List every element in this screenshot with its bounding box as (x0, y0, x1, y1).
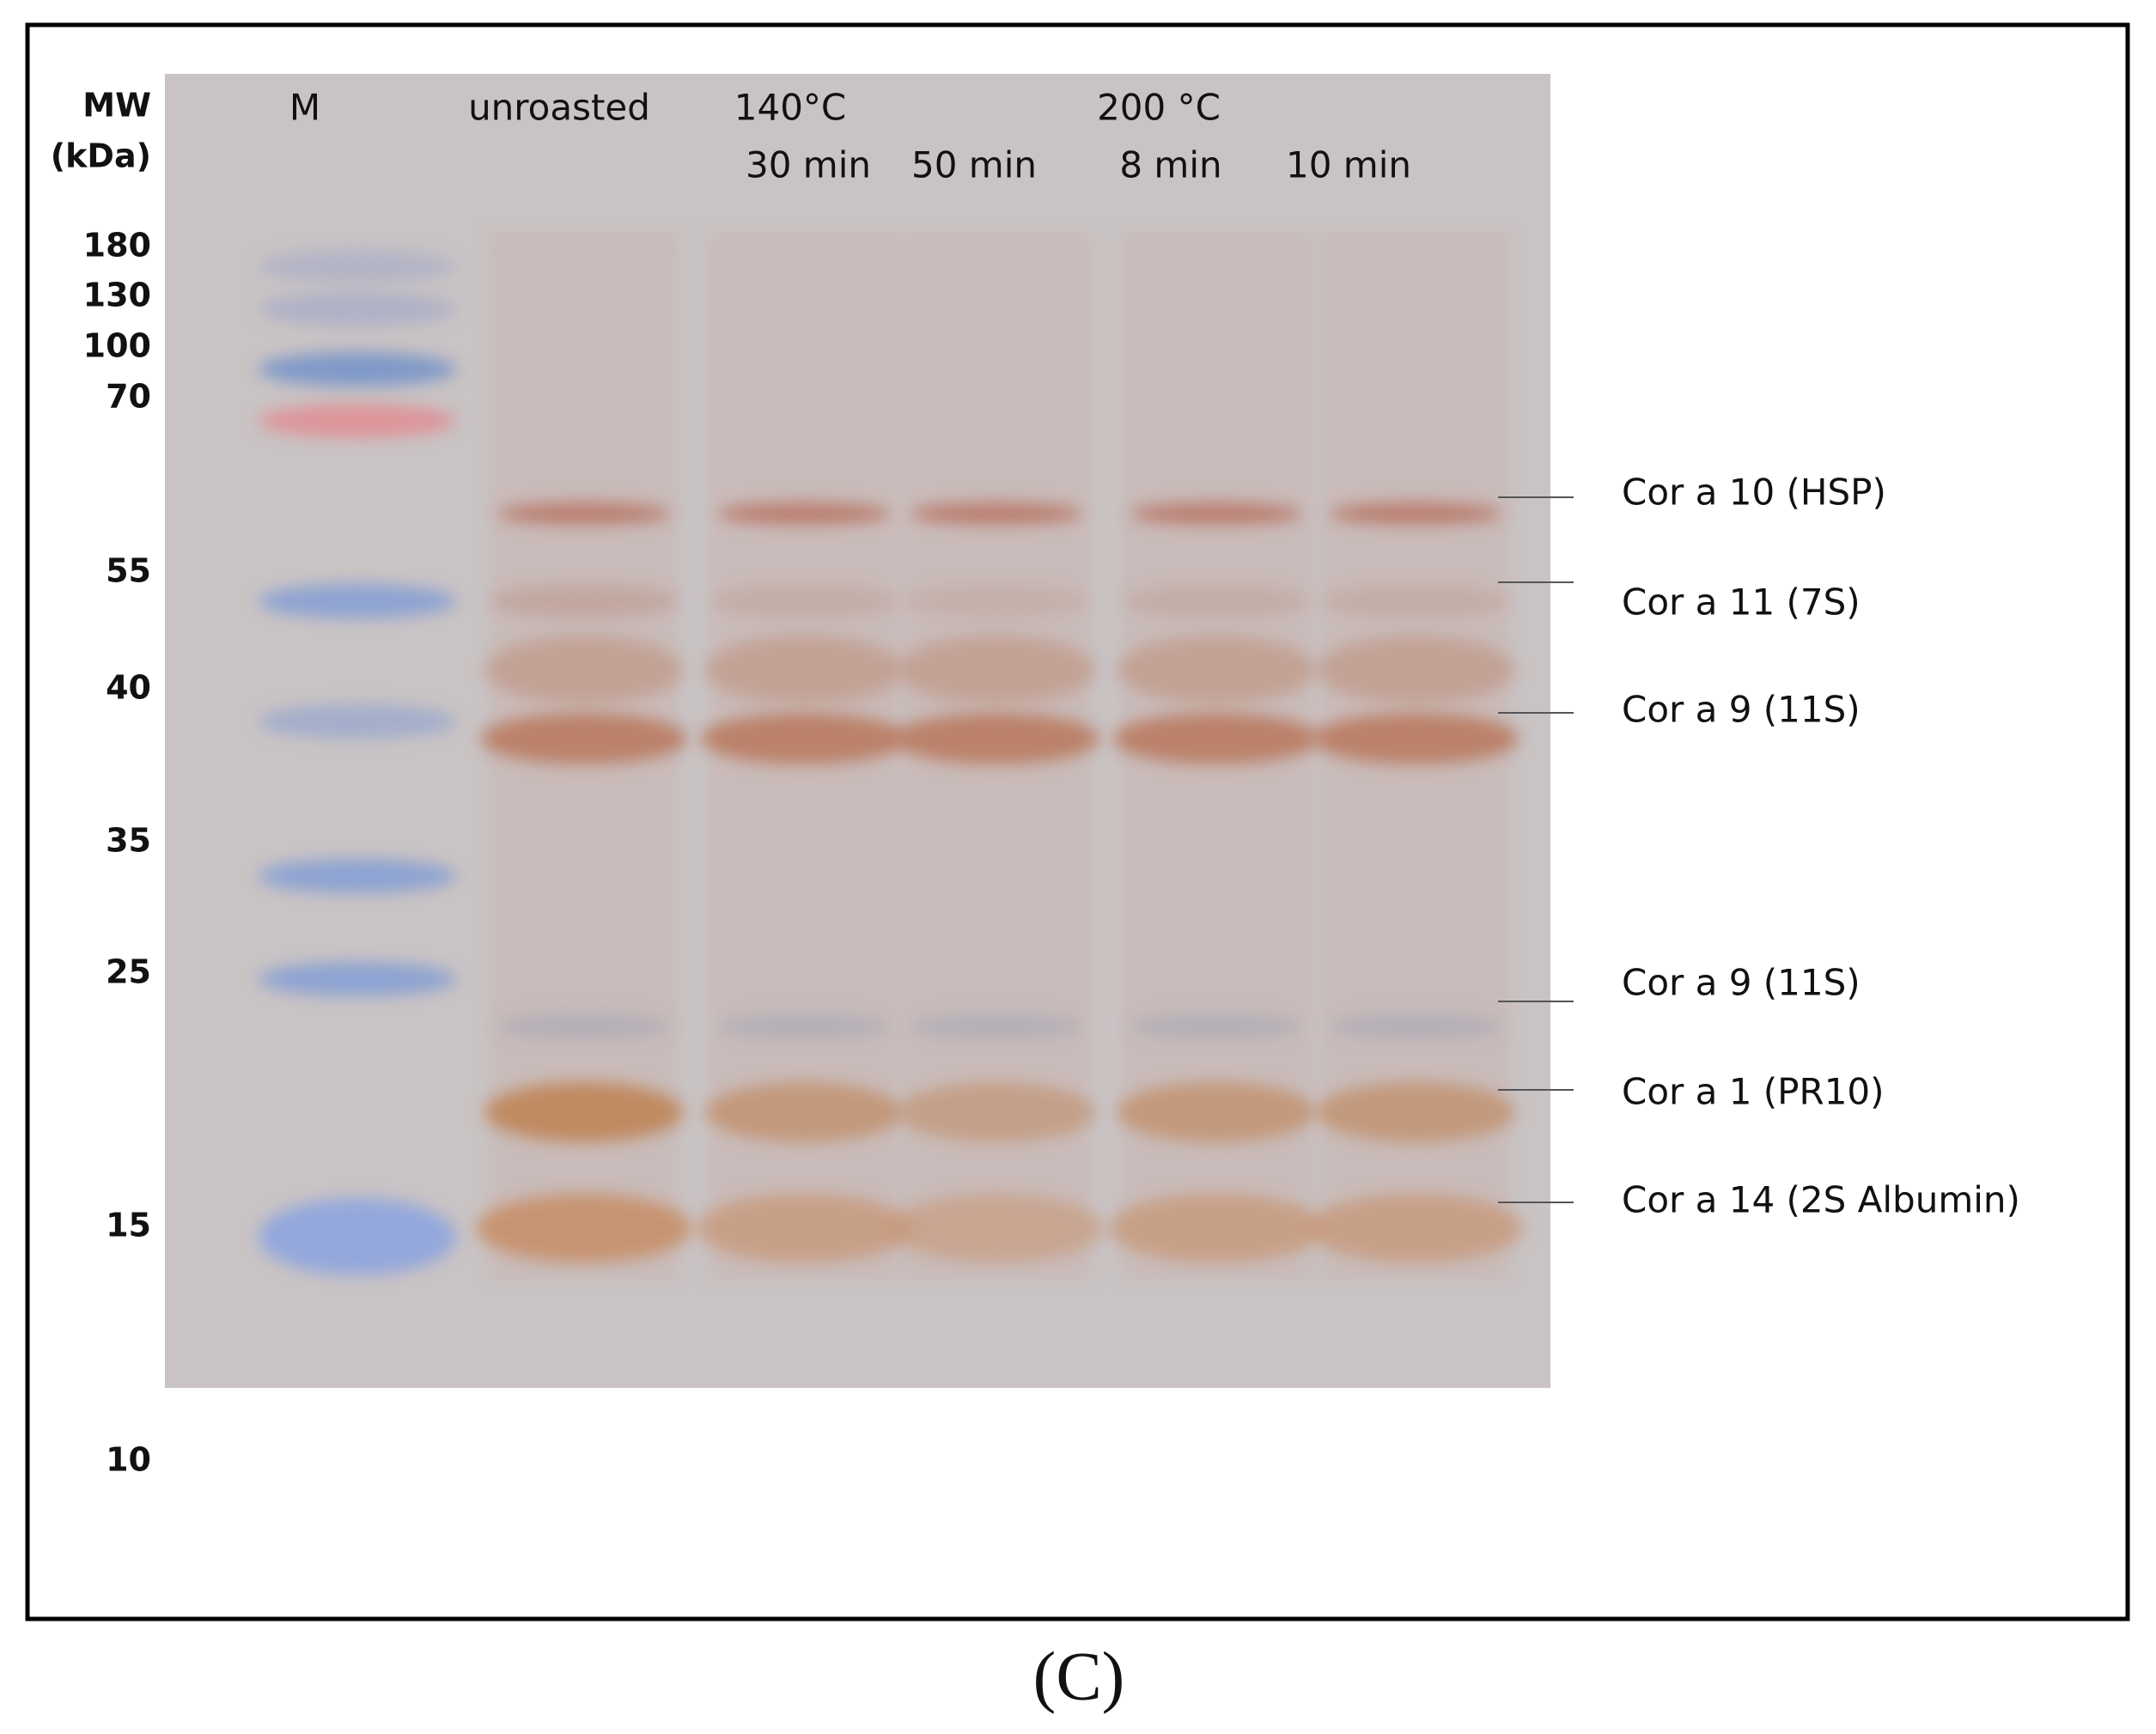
lane-header: 30 min (746, 144, 871, 186)
gel-band (1308, 1194, 1523, 1262)
gel-band (485, 636, 683, 704)
gel-band (1312, 713, 1519, 764)
gel-band (911, 502, 1082, 525)
band-label: Cor a 1 (PR10) (1622, 1071, 1885, 1113)
mw-marker: 100 (83, 327, 151, 365)
band-label: Cor a 11 (7S) (1622, 581, 1861, 624)
mw-marker: 15 (106, 1207, 151, 1244)
gel-band (1317, 1082, 1514, 1142)
gel-band (1118, 1082, 1315, 1142)
lane-header: M (289, 87, 320, 129)
mw-marker: 130 (83, 277, 151, 314)
mw-marker: 70 (106, 378, 151, 416)
band-label: Cor a 9 (11S) (1622, 962, 1861, 1004)
gel-band (705, 636, 903, 704)
gel-band (718, 1013, 890, 1039)
gel-band (1317, 636, 1514, 704)
gel-band (697, 1194, 911, 1262)
gel-band (259, 292, 456, 326)
mw-marker: 35 (106, 822, 151, 860)
gel-band (259, 404, 456, 438)
gel-band (498, 1013, 670, 1039)
gel-band (705, 1082, 903, 1142)
gel-band (1122, 584, 1311, 618)
gel-band (1113, 713, 1319, 764)
gel-band (498, 502, 670, 525)
gel-band (485, 1082, 683, 1142)
gel-band (490, 584, 679, 618)
mw-header: MW (82, 87, 151, 125)
lane-header: 10 min (1286, 144, 1411, 186)
lane-header: unroasted (468, 87, 650, 129)
band-labels: Cor a 10 (HSP) Cor a 11 (7S) Cor a 9 (11S)… (1498, 472, 2020, 1221)
gel-band (898, 636, 1095, 704)
mw-marker: 180 (83, 227, 151, 265)
gel-band (259, 1198, 456, 1275)
gel-band (718, 502, 890, 525)
mw-marker: 55 (106, 552, 151, 590)
band-label: Cor a 10 (HSP) (1622, 472, 1886, 514)
lane-header: 50 min (911, 144, 1037, 186)
mw-marker: 10 (106, 1441, 151, 1479)
band-label: Cor a 9 (11S) (1622, 689, 1861, 731)
panel-label: (C) (1033, 1639, 1125, 1714)
bands (259, 232, 1523, 1280)
gel-band (701, 713, 907, 764)
gel-band (911, 1013, 1082, 1039)
gel-band (259, 249, 456, 283)
band-label: Cor a 14 (2S Albumin) (1622, 1179, 2020, 1221)
gel-band (259, 352, 456, 386)
mw-marker: 25 (106, 953, 151, 991)
gel-band (1118, 636, 1315, 704)
gel-band (898, 1082, 1095, 1142)
gel-band (1321, 584, 1510, 618)
gel-band (889, 1194, 1104, 1262)
gel-band (259, 584, 456, 618)
gel-band (710, 584, 898, 618)
mw-header: (kDa) (51, 137, 151, 175)
gel-band (481, 713, 687, 764)
gel-band (477, 1194, 691, 1262)
lane-header: 140°C (734, 87, 847, 129)
gel-band (259, 704, 456, 739)
gel-band (902, 584, 1091, 618)
lane-header: 8 min (1119, 144, 1221, 186)
gel-band (893, 713, 1099, 764)
gel-band (259, 859, 456, 893)
gel-band (1109, 1194, 1324, 1262)
lane-header: 200 °C (1097, 87, 1221, 129)
gel-band (259, 962, 456, 996)
gel-band (1330, 502, 1501, 525)
mw-markers: 180 130 100 70 55 40 35 25 15 10 (83, 227, 151, 1479)
gel-band (1330, 1013, 1501, 1039)
gel-band (1130, 1013, 1302, 1039)
mw-marker: 40 (106, 669, 151, 707)
gel-band (1130, 502, 1302, 525)
